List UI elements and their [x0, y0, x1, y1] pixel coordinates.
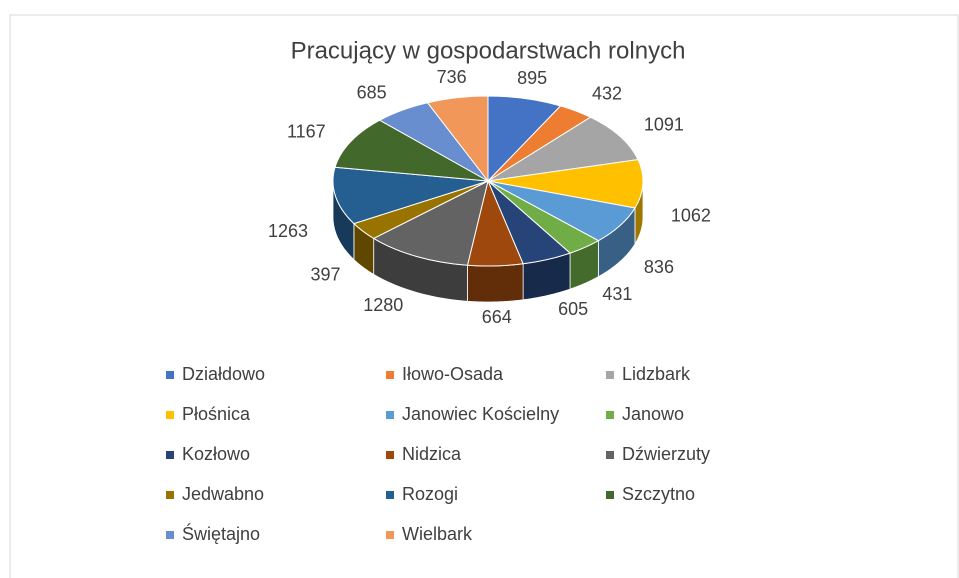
legend-label: Janowiec Kościelny — [402, 404, 559, 424]
legend-label: Lidzbark — [622, 364, 691, 384]
data-label: 836 — [644, 257, 674, 277]
legend-label: Kozłowo — [182, 444, 250, 464]
legend-swatch — [386, 411, 394, 419]
legend-label: Iłowo-Osada — [402, 364, 504, 384]
data-label: 664 — [482, 307, 512, 327]
data-label: 1062 — [671, 206, 711, 226]
legend-swatch — [386, 531, 394, 539]
legend-swatch — [166, 491, 174, 499]
slice — [426, 95, 489, 183]
slice — [487, 159, 644, 209]
slice-side — [467, 263, 524, 303]
data-label: 895 — [517, 68, 547, 88]
slice — [332, 166, 489, 225]
data-label: 432 — [592, 83, 622, 103]
legend-swatch — [386, 451, 394, 459]
legend-swatch — [606, 371, 614, 379]
legend-swatch — [606, 451, 614, 459]
legend-swatch — [166, 531, 174, 539]
legend-label: Nidzica — [402, 444, 462, 464]
chart-title: Pracujący w gospodarstwach rolnych — [291, 37, 686, 64]
legend-label: Świętajno — [182, 523, 260, 544]
slice — [372, 180, 489, 266]
slice — [334, 119, 489, 182]
legend-label: Dźwierzuty — [622, 444, 710, 464]
data-label: 1263 — [268, 221, 308, 241]
legend-label: Działdowo — [182, 364, 265, 384]
legend-swatch — [166, 371, 174, 379]
legend-swatch — [606, 491, 614, 499]
legend-swatch — [386, 491, 394, 499]
legend-swatch — [386, 371, 394, 379]
legend-label: Jedwabno — [182, 484, 264, 504]
legend-swatch — [606, 411, 614, 419]
legend-label: Janowo — [622, 404, 684, 424]
legend-swatch — [166, 451, 174, 459]
legend-label: Rozogi — [402, 484, 458, 504]
data-label: 1167 — [287, 121, 326, 141]
data-label: 605 — [558, 299, 588, 319]
legend-swatch — [166, 411, 174, 419]
data-label: 685 — [357, 82, 387, 102]
legend-label: Wielbark — [402, 524, 473, 544]
legend-label: Płośnica — [182, 404, 251, 424]
slice — [487, 116, 639, 182]
data-label: 431 — [602, 284, 632, 304]
data-label: 397 — [310, 264, 340, 284]
data-label: 1280 — [363, 295, 403, 315]
legend-label: Szczytno — [622, 484, 695, 504]
data-label: 1091 — [644, 115, 684, 135]
data-label: 736 — [437, 67, 467, 87]
